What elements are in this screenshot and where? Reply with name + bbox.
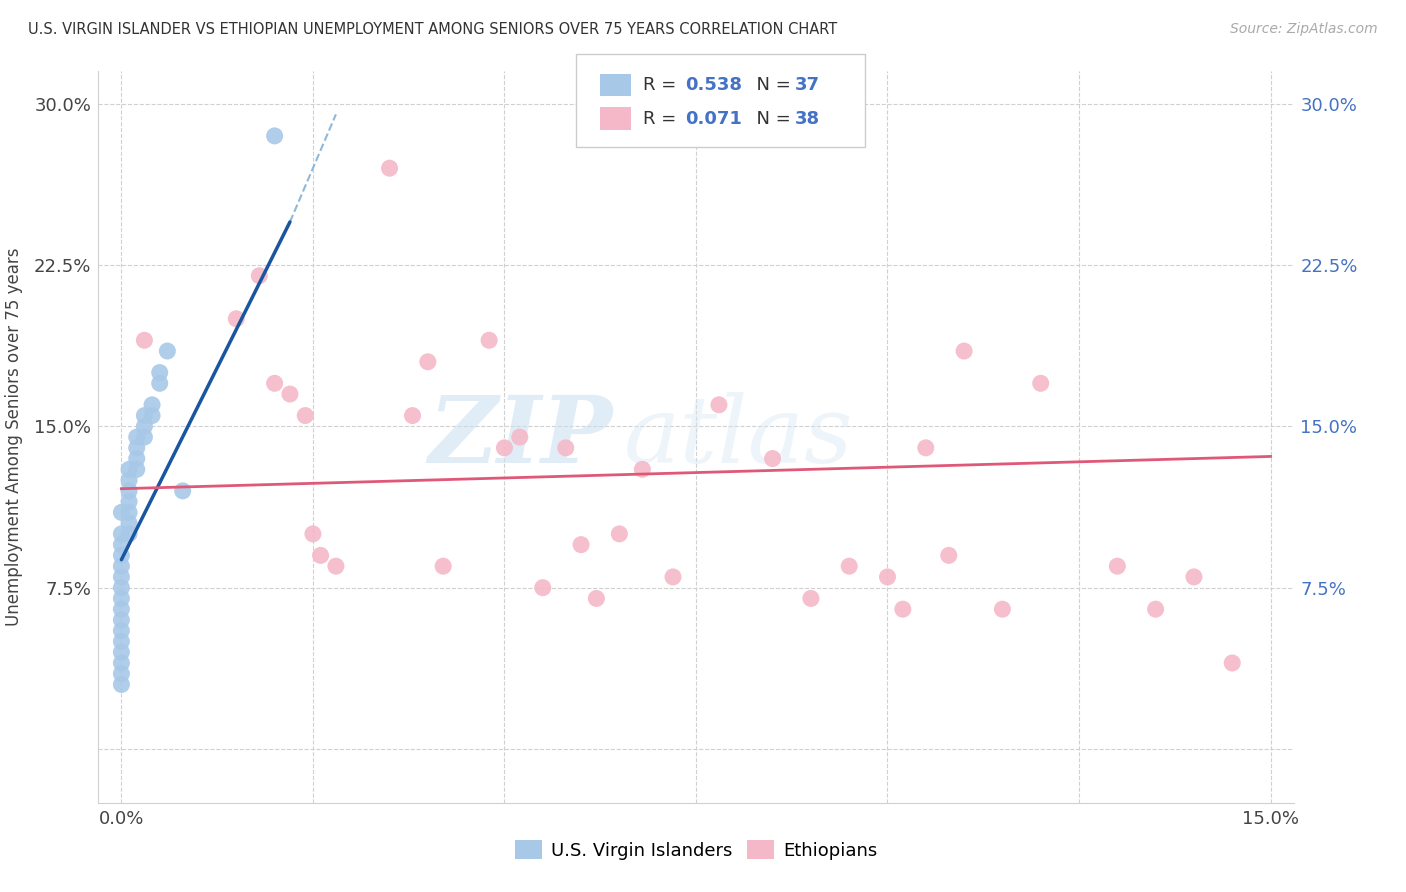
Text: 0.538: 0.538 <box>685 76 742 94</box>
Point <box>110 634 132 648</box>
Point <box>876 570 898 584</box>
Point <box>309 549 332 563</box>
Point <box>118 462 141 476</box>
Point <box>110 527 132 541</box>
Text: Source: ZipAtlas.com: Source: ZipAtlas.com <box>1230 22 1378 37</box>
Text: atlas: atlas <box>624 392 853 482</box>
Y-axis label: Unemployment Among Seniors over 75 years: Unemployment Among Seniors over 75 years <box>6 248 22 626</box>
Point <box>110 656 132 670</box>
Point <box>141 398 163 412</box>
Point <box>118 483 141 498</box>
Point <box>134 409 156 423</box>
Point <box>631 462 654 476</box>
Point <box>953 344 976 359</box>
Text: N =: N = <box>745 110 797 128</box>
Point <box>134 419 156 434</box>
Point <box>1182 570 1205 584</box>
Text: N =: N = <box>745 76 797 94</box>
Point <box>118 494 141 508</box>
Point <box>531 581 554 595</box>
Point <box>914 441 936 455</box>
Point <box>838 559 860 574</box>
Point <box>1144 602 1167 616</box>
Point <box>569 538 592 552</box>
Point <box>302 527 325 541</box>
Point <box>110 624 132 638</box>
Point <box>110 505 132 519</box>
Point <box>991 602 1014 616</box>
Point <box>149 376 172 391</box>
Point <box>110 591 132 606</box>
Legend: U.S. Virgin Islanders, Ethiopians: U.S. Virgin Islanders, Ethiopians <box>508 833 884 867</box>
Point <box>118 516 141 530</box>
Point <box>118 505 141 519</box>
Point <box>118 473 141 487</box>
Text: R =: R = <box>643 110 682 128</box>
Point <box>891 602 914 616</box>
Point <box>110 602 132 616</box>
Point <box>110 645 132 659</box>
Point <box>554 441 576 455</box>
Text: 38: 38 <box>794 110 820 128</box>
Text: 0.071: 0.071 <box>685 110 741 128</box>
Point <box>134 430 156 444</box>
Point <box>509 430 531 444</box>
Point <box>1107 559 1129 574</box>
Point <box>110 570 132 584</box>
Point <box>125 441 148 455</box>
Point <box>172 483 194 498</box>
Point <box>110 538 132 552</box>
Point <box>110 666 132 681</box>
Point <box>118 527 141 541</box>
Point <box>110 581 132 595</box>
Point <box>325 559 347 574</box>
Point <box>225 311 247 326</box>
Point <box>134 333 156 347</box>
Point <box>110 549 132 563</box>
Point <box>156 344 179 359</box>
Point <box>110 559 132 574</box>
Point <box>149 366 172 380</box>
Point <box>263 128 285 143</box>
Point <box>494 441 516 455</box>
Point <box>761 451 783 466</box>
Point <box>416 355 439 369</box>
Text: ZIP: ZIP <box>427 392 613 482</box>
Point <box>938 549 960 563</box>
Text: U.S. VIRGIN ISLANDER VS ETHIOPIAN UNEMPLOYMENT AMONG SENIORS OVER 75 YEARS CORRE: U.S. VIRGIN ISLANDER VS ETHIOPIAN UNEMPL… <box>28 22 838 37</box>
Point <box>125 462 148 476</box>
Point <box>263 376 285 391</box>
Point <box>585 591 607 606</box>
Point <box>141 409 163 423</box>
Point <box>401 409 423 423</box>
Point <box>110 613 132 627</box>
Point <box>125 430 148 444</box>
Point <box>800 591 823 606</box>
Text: 37: 37 <box>794 76 820 94</box>
Point <box>662 570 685 584</box>
Point <box>432 559 454 574</box>
Point <box>294 409 316 423</box>
Point <box>478 333 501 347</box>
Point <box>110 677 132 691</box>
Text: R =: R = <box>643 76 682 94</box>
Point <box>378 161 401 176</box>
Point <box>278 387 301 401</box>
Point <box>125 451 148 466</box>
Point <box>247 268 270 283</box>
Point <box>707 398 730 412</box>
Point <box>1029 376 1052 391</box>
Point <box>1220 656 1243 670</box>
Point <box>609 527 631 541</box>
